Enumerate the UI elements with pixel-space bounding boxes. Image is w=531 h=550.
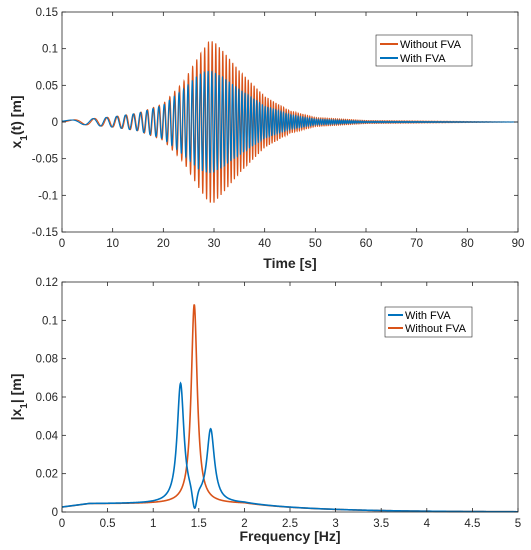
y-tick-label: -0.15 bbox=[32, 227, 58, 239]
x-axis-label-frequency: Frequency [Hz] bbox=[239, 528, 340, 544]
frequency-response-chart: 0 0.5 1 1.5 2 2.5 3 3.5 4 4.5 5 0 0.02 0.04 0.06 0.08 0.… bbox=[8, 277, 521, 544]
y-tick-label: 0.05 bbox=[36, 80, 58, 92]
x-tick-label: 40 bbox=[258, 238, 271, 250]
legend-label-with-fva: With FVA bbox=[400, 53, 446, 65]
series-line-with-fva-freq bbox=[61, 381, 518, 513]
x-tick-label: 50 bbox=[309, 238, 322, 250]
legend-box-frequency bbox=[384, 306, 473, 338]
legend-label-with-fva-freq: With FVA bbox=[405, 310, 451, 322]
y-tick-label: 0.15 bbox=[36, 7, 58, 19]
x-tick-label: 1 bbox=[150, 518, 156, 530]
legend-label-without-fva-freq: Without FVA bbox=[405, 323, 467, 335]
x-tick-label: 2.5 bbox=[282, 518, 298, 530]
x-tick-label: 5 bbox=[515, 518, 521, 530]
x-tick-label: 60 bbox=[360, 238, 373, 250]
y-tick-label: 0 bbox=[52, 507, 58, 519]
y-axis-label-frequency: |x1| [m] bbox=[8, 374, 30, 421]
series-group-frequency bbox=[61, 304, 518, 513]
x-tick-label: 10 bbox=[106, 238, 119, 250]
x-tick-label: 1.5 bbox=[191, 518, 207, 530]
series-line-with-fva bbox=[61, 70, 518, 174]
legend-frequency: With FVA Without FVA bbox=[384, 306, 473, 338]
y-tick-label: -0.1 bbox=[38, 190, 58, 202]
x-tick-label: 30 bbox=[208, 238, 221, 250]
y-tick-label: 0.04 bbox=[36, 430, 59, 442]
x-tick-label: 80 bbox=[461, 238, 474, 250]
x-tick-label: 0 bbox=[59, 238, 65, 250]
y-tick-label: 0.08 bbox=[36, 354, 58, 366]
y-tick-label: 0.1 bbox=[42, 315, 58, 327]
legend-label-without-fva: Without FVA bbox=[400, 39, 462, 51]
time-response-chart: 0 10 20 30 40 50 60 70 80 90 -0.15 -0.1 -0.05 0 0.05 0.… bbox=[8, 7, 524, 271]
x-tick-label: 4.5 bbox=[464, 518, 480, 530]
ticks-group-frequency: 0 0.5 1 1.5 2 2.5 3 3.5 4 4.5 5 0 0.02 0.04 0.06 0.08 0.… bbox=[36, 277, 522, 530]
y-axis-label-time: x1(t) [m] bbox=[8, 95, 30, 148]
legend-time: Without FVA With FVA bbox=[375, 34, 473, 67]
y-tick-label: 0.02 bbox=[36, 469, 58, 481]
y-tick-label: 0.12 bbox=[36, 277, 58, 289]
x-tick-label: 0.5 bbox=[100, 518, 116, 530]
y-tick-label: 0.06 bbox=[36, 392, 58, 404]
x-axis-label-time: Time [s] bbox=[263, 255, 316, 271]
x-tick-label: 3 bbox=[332, 518, 338, 530]
x-tick-label: 70 bbox=[410, 238, 423, 250]
legend-box-time bbox=[375, 34, 473, 67]
y-tick-label: 0.1 bbox=[42, 44, 58, 56]
series-group-time bbox=[61, 41, 518, 203]
y-tick-label: 0 bbox=[52, 117, 58, 129]
x-tick-label: 4 bbox=[424, 518, 431, 530]
x-tick-label: 2 bbox=[241, 518, 247, 530]
x-tick-label: 3.5 bbox=[373, 518, 389, 530]
x-tick-label: 0 bbox=[59, 518, 65, 530]
ticks-group-time: 0 10 20 30 40 50 60 70 80 90 -0.15 -0.1 -0.05 0 0.05 0.… bbox=[32, 7, 525, 250]
y-tick-label: -0.05 bbox=[32, 154, 58, 166]
x-tick-label: 90 bbox=[512, 238, 525, 250]
x-tick-label: 20 bbox=[157, 238, 170, 250]
